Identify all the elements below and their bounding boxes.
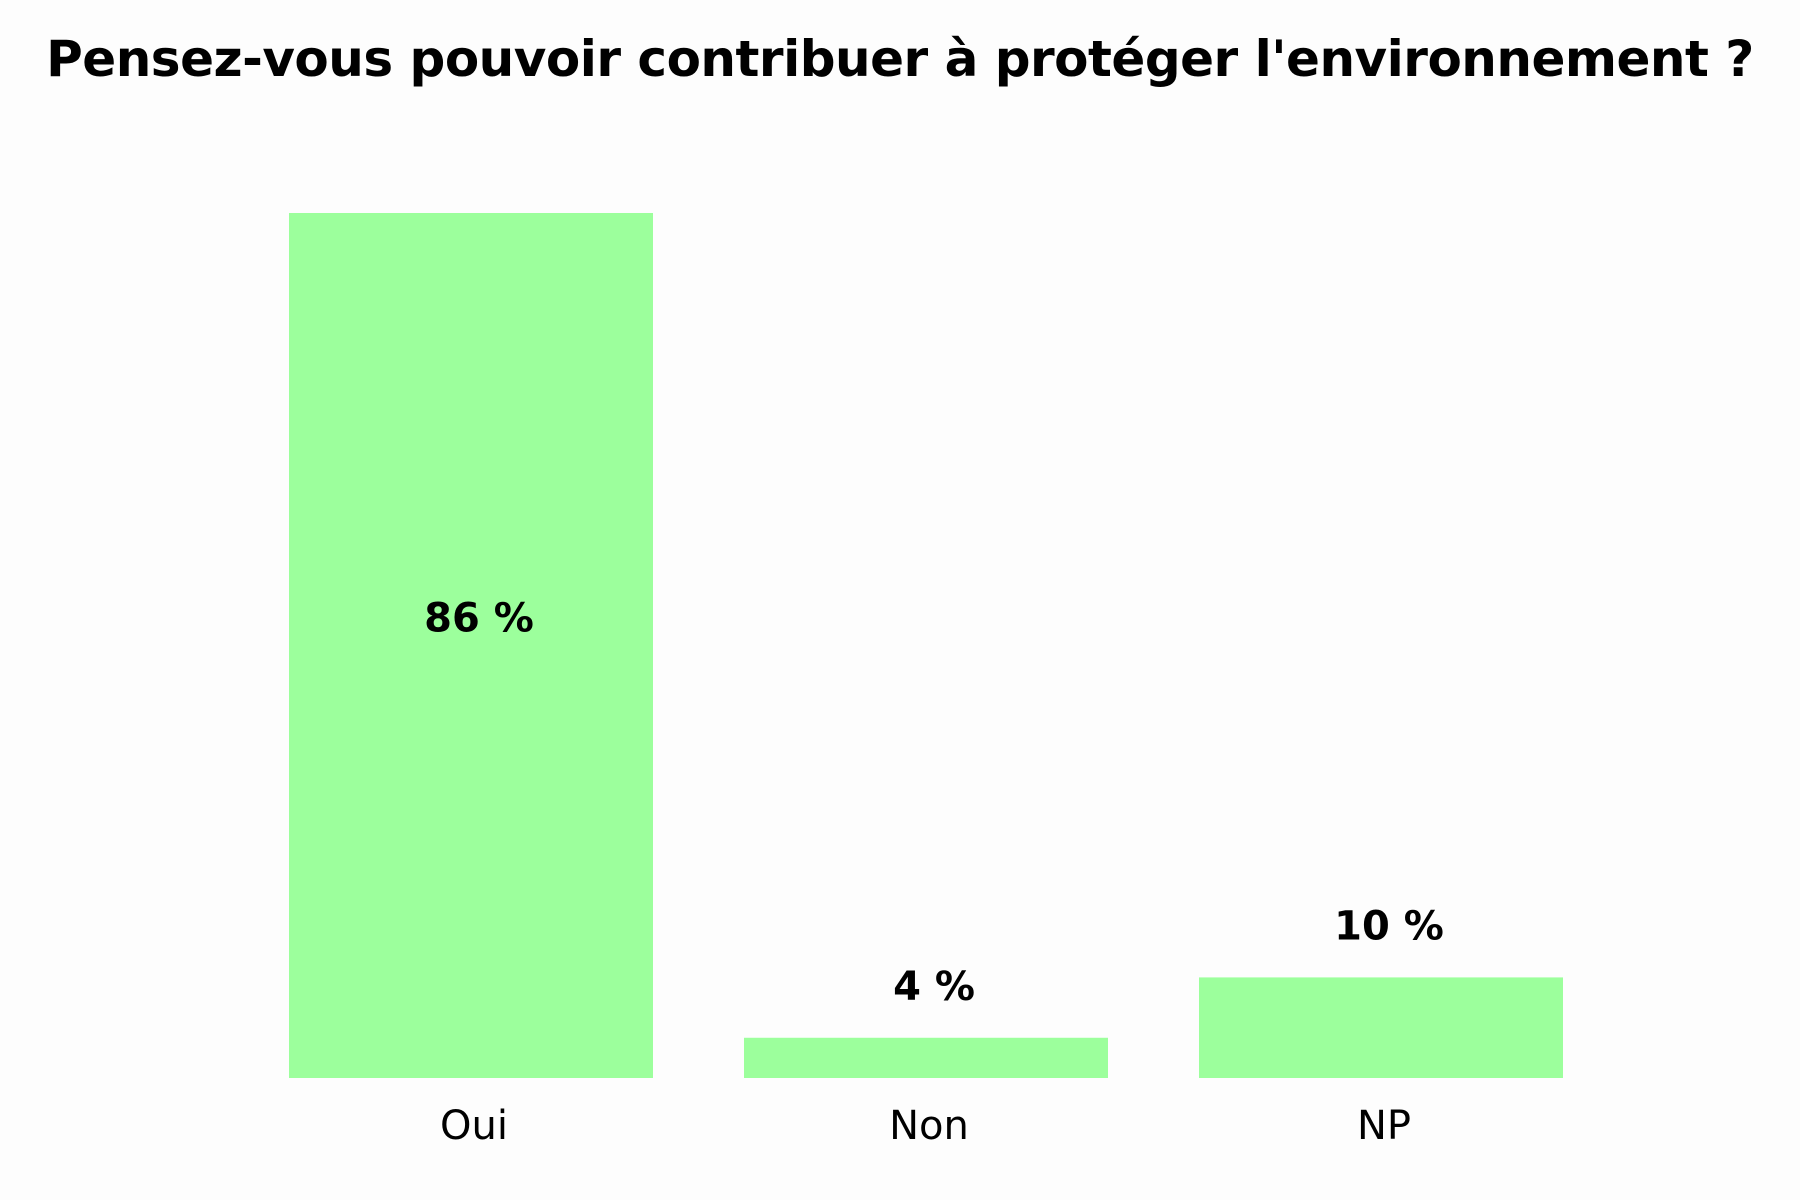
x-tick-label-np: NP (1357, 1103, 1411, 1149)
data-label-oui: 86 % (424, 596, 534, 642)
data-label-non: 4 % (893, 964, 975, 1010)
chart-title: Pensez-vous pouvoir contribuer à protége… (46, 30, 1754, 88)
x-tick-label-oui: Oui (440, 1103, 508, 1149)
data-label-np: 10 % (1334, 903, 1444, 949)
x-axis-tick-labels: Oui Non NP (440, 1103, 1411, 1149)
bars-layer (289, 213, 1563, 1078)
bar-oui (289, 213, 653, 1078)
x-tick-label-non: Non (889, 1103, 969, 1149)
value-labels-layer: 86 % 4 % 10 % (424, 596, 1444, 1010)
bar-non (744, 1037, 1108, 1078)
bar-np (1199, 977, 1563, 1078)
